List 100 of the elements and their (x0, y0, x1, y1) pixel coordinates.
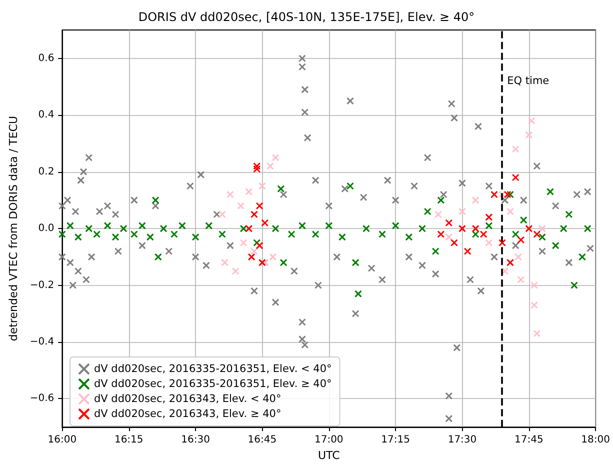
point (533, 330, 541, 338)
point (253, 162, 261, 170)
point (445, 233, 453, 241)
point (458, 208, 466, 216)
point (578, 253, 586, 261)
point (434, 210, 442, 218)
point (437, 230, 445, 238)
point (120, 224, 128, 232)
point (480, 230, 488, 238)
point (277, 185, 285, 193)
point (533, 230, 541, 238)
point (512, 145, 520, 153)
point (245, 224, 253, 232)
point (112, 233, 120, 241)
x-axis-title: UTC (318, 449, 340, 462)
point (154, 253, 162, 261)
x-tick-label: 17:30 (448, 434, 477, 446)
point (245, 188, 253, 196)
point (437, 196, 445, 204)
legend-label: dV dd020sec, 2016343, Elev. ≥ 40° (94, 408, 282, 420)
point (138, 222, 146, 230)
point (272, 224, 280, 232)
point (552, 242, 560, 250)
point (280, 258, 288, 266)
point (104, 222, 112, 230)
y-tick-label: 0.4 (38, 110, 54, 121)
point (346, 182, 354, 190)
x-tick-label: 16:00 (48, 434, 77, 446)
point (130, 230, 138, 238)
y-tick-label: −0.4 (30, 336, 54, 348)
point (506, 258, 514, 266)
point (261, 219, 269, 227)
point (485, 213, 493, 221)
legend-label: dV dd020sec, 2016343, Elev. < 40° (94, 393, 282, 405)
point (570, 282, 578, 290)
point (178, 222, 186, 230)
point (192, 233, 200, 241)
point (240, 238, 248, 246)
point (560, 224, 568, 232)
y-tick-label: 0.0 (38, 223, 54, 234)
point (472, 196, 480, 204)
chart-title: DORIS dV dd020sec, [40S-10N, 135E-175E], Elev. ≥ 40° (138, 10, 475, 24)
point (205, 222, 213, 230)
x-tick-label: 18:00 (581, 434, 610, 446)
point (424, 208, 432, 216)
point (312, 230, 320, 238)
legend-label: dV dd020sec, 2016335-2016351, Elev. < 40° (94, 363, 332, 375)
point (506, 208, 514, 216)
x-tick-label: 17:45 (514, 434, 544, 446)
point (512, 230, 520, 238)
point (272, 154, 280, 162)
point (490, 190, 498, 198)
point (232, 267, 240, 275)
y-tick-label: 0.2 (38, 166, 54, 178)
point (248, 253, 256, 261)
point (458, 224, 466, 232)
point (512, 174, 520, 182)
point (256, 242, 264, 250)
point (160, 224, 168, 232)
point (498, 190, 506, 198)
point (517, 276, 525, 284)
point (517, 236, 525, 244)
point (392, 222, 400, 230)
point (498, 238, 506, 246)
point (256, 202, 264, 210)
point (288, 230, 296, 238)
x-tick-label: 17:00 (314, 434, 344, 446)
point (250, 247, 258, 255)
point (258, 182, 266, 190)
point (338, 233, 346, 241)
y-tick-label: −0.6 (30, 393, 54, 404)
point (378, 230, 386, 238)
point (253, 165, 261, 173)
legend-label: dV dd020sec, 2016335-2016351, Elev. ≥ 40° (94, 378, 332, 390)
point (565, 210, 573, 218)
point (530, 282, 538, 290)
point (530, 301, 538, 309)
point (218, 210, 226, 218)
point (250, 210, 258, 218)
point (418, 224, 426, 232)
point (520, 216, 528, 224)
point (405, 233, 413, 241)
point (152, 196, 160, 204)
point (538, 233, 546, 241)
point (170, 230, 178, 238)
x-tick-label: 17:15 (381, 434, 410, 446)
point (472, 230, 480, 238)
point (352, 258, 360, 266)
point (464, 247, 472, 255)
point (74, 233, 82, 241)
point (362, 224, 370, 232)
point (237, 202, 245, 210)
point (298, 222, 306, 230)
point (525, 131, 533, 139)
point (269, 253, 277, 261)
point (325, 222, 333, 230)
point (504, 190, 512, 198)
point (501, 267, 509, 275)
point (66, 222, 74, 230)
point (450, 238, 458, 246)
